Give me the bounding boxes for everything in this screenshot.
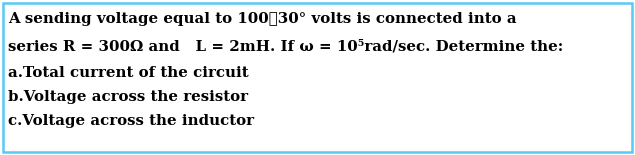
Text: A sending voltage equal to 100⌀30° volts is connected into a: A sending voltage equal to 100⌀30° volts… — [8, 12, 517, 26]
Text: c.​Voltage across the inductor: c.​Voltage across the inductor — [8, 114, 254, 128]
Text: a.​Total current of the circuit: a.​Total current of the circuit — [8, 66, 249, 80]
Text: series R = 300Ω and   L = 2mH. If ω = 10⁵rad/sec. Determine the:: series R = 300Ω and L = 2mH. If ω = 10⁵r… — [8, 39, 563, 53]
Text: b.​Voltage across the resistor: b.​Voltage across the resistor — [8, 90, 248, 104]
